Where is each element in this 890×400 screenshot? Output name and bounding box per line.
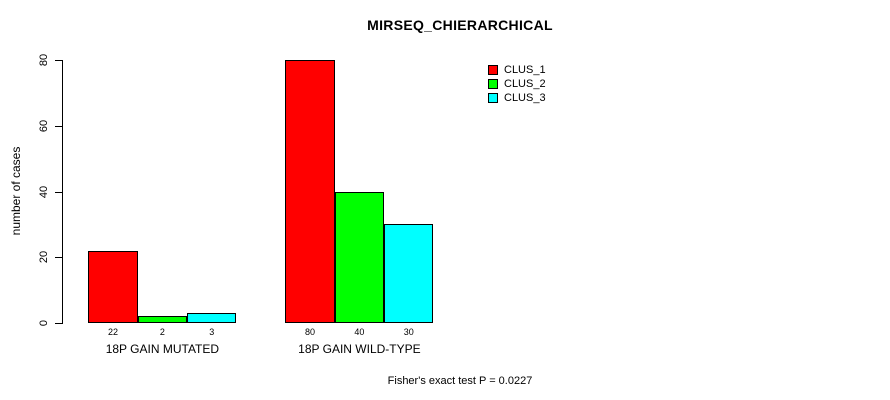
legend-swatch-clus_2 [488,79,498,89]
legend-row: CLUS_1 [488,63,578,77]
y-axis-tick [55,257,62,259]
bar-clus_2-2 [334,191,385,323]
bar-clus_1-1 [88,250,138,323]
group-label: 18P GAIN MUTATED [105,342,220,356]
bar-value-label: 30 [403,327,414,337]
bar-value-label: 22 [107,327,118,337]
y-axis-tick-label: 60 [38,119,50,132]
chart-title: MIRSEQ_CHIERARCHICAL [367,17,553,33]
legend-row: CLUS_2 [488,77,578,91]
y-axis-line [62,60,63,324]
legend-row: CLUS_3 [488,91,578,105]
legend-label: CLUS_2 [504,78,546,90]
bar-value-label: 40 [354,327,365,337]
legend-label: CLUS_1 [504,64,546,76]
bar-clus_3-1 [187,313,237,323]
legend-label: CLUS_3 [504,92,546,104]
y-axis-title: number of cases [9,146,23,236]
y-axis-tick [55,191,62,193]
y-axis-tick [55,125,62,127]
y-axis-tick [55,323,62,324]
bar-value-label: 3 [209,327,215,337]
legend-swatch-clus_3 [488,93,498,103]
bar-clus_1-2 [285,60,335,323]
group-label: 18P GAIN WILD-TYPE [298,342,421,356]
y-axis-tick-label: 0 [38,319,50,327]
y-axis-tick-label: 20 [38,251,50,264]
bar-clus_3-2 [384,224,434,323]
stat-annotation: Fisher's exact test P = 0.0227 [387,375,533,387]
bar-clus_2-1 [137,316,188,323]
legend-swatch-clus_1 [488,65,498,75]
y-axis-tick-label: 80 [38,53,50,67]
bar-value-label: 2 [159,327,165,337]
y-axis-tick-label: 40 [38,185,50,198]
y-axis-tick [55,60,62,61]
bar-value-label: 80 [304,327,315,337]
